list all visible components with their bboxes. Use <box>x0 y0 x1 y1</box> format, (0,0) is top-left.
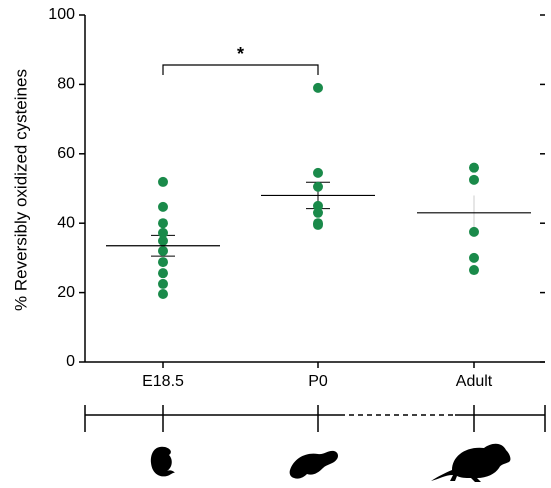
data-point <box>469 252 479 263</box>
data-point <box>158 257 168 268</box>
data-point <box>313 82 323 93</box>
data-point <box>313 167 323 178</box>
y-tick-label: 40 <box>57 214 75 231</box>
data-point <box>158 245 168 256</box>
data-point <box>158 218 168 229</box>
y-tick-label: 60 <box>57 145 75 162</box>
mouse-icon <box>431 443 511 482</box>
embryo-icon <box>150 446 175 477</box>
data-point <box>158 278 168 289</box>
data-point <box>158 235 168 246</box>
y-tick-label: 20 <box>57 284 75 301</box>
data-point <box>313 181 323 192</box>
timeline <box>84 405 546 432</box>
y-tick-label: 100 <box>48 6 75 23</box>
data-point <box>313 219 323 230</box>
x-tick-label: Adult <box>456 373 493 390</box>
x-tick-label: E18.5 <box>142 373 184 390</box>
data-point <box>469 265 479 276</box>
x-tick-label: P0 <box>308 373 328 390</box>
data-point <box>158 201 168 212</box>
data-point <box>158 288 168 299</box>
significance-label: * <box>237 44 244 64</box>
data-point <box>158 227 168 238</box>
y-tick-label: 80 <box>57 76 75 93</box>
significance-bracket <box>162 64 319 75</box>
data-point <box>158 176 168 187</box>
y-axis-label: % Reversibly oxidized cysteines <box>11 69 30 311</box>
data-point <box>158 268 168 279</box>
data-point <box>313 200 323 211</box>
y-tick-label: 0 <box>66 353 75 370</box>
pup-icon <box>289 450 338 479</box>
data-point <box>469 174 479 185</box>
data-point <box>469 226 479 237</box>
data-point <box>469 162 479 173</box>
data-point <box>313 207 323 218</box>
